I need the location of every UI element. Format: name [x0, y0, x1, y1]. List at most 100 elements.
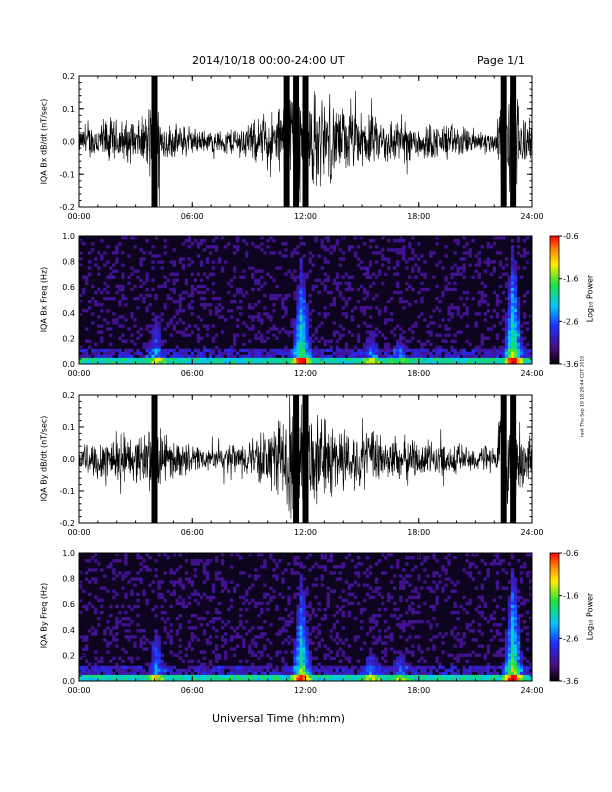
spectrogram-cell [202, 562, 207, 566]
spectrogram-cell [127, 665, 131, 670]
spectrogram-cell [79, 586, 83, 590]
spectrogram-cell [124, 623, 128, 627]
spectrogram-cell [332, 357, 336, 362]
spectrogram-cell [302, 348, 306, 353]
spectrogram-cell [338, 263, 343, 267]
spectrogram-cell [501, 586, 506, 590]
spectrogram-cell [504, 272, 509, 276]
spectrogram-cell [136, 348, 140, 353]
spectrogram-cell [205, 610, 210, 615]
spectrogram-cell [157, 641, 161, 645]
spectrogram-cell [516, 671, 521, 676]
spectrogram-cell [480, 333, 484, 337]
spectrogram-cell [178, 257, 182, 261]
spectrogram-cell [308, 324, 312, 328]
spectrogram-cell [480, 674, 484, 679]
spectrogram-cell [302, 656, 306, 660]
spectrogram-cell [181, 601, 185, 606]
spectrogram-cell [332, 677, 336, 682]
spectrogram-cell [444, 254, 448, 258]
spectrogram-cell [371, 281, 376, 286]
spectrogram-cell [453, 635, 457, 639]
spectrogram-cell [459, 641, 463, 645]
spectrogram-cell [441, 565, 445, 569]
spectrogram-cell [181, 348, 185, 353]
spectrogram-cell [154, 613, 158, 618]
spectrogram-cell [441, 568, 445, 572]
spectrogram-cell [202, 671, 207, 676]
spectrogram-cell [151, 260, 155, 264]
spectrogram-cell [299, 659, 303, 664]
spectrogram-cell [525, 553, 530, 557]
spectrogram-cell [214, 360, 219, 365]
spectrogram-cell [260, 610, 264, 615]
spectrogram-cell [417, 339, 421, 343]
spectrogram-cell [438, 260, 442, 264]
spectrogram-cell [257, 269, 261, 273]
spectrogram-cell [205, 595, 210, 600]
spectrogram-cell [516, 638, 521, 642]
spectrogram-cell [507, 296, 512, 301]
spectrogram-cell [293, 559, 297, 563]
spectrogram-cell [510, 354, 515, 359]
spectrogram-cell [486, 662, 491, 667]
spectrogram-cell [329, 251, 333, 255]
spectrogram-cell [94, 665, 98, 670]
spectrogram-cell [338, 360, 343, 365]
spectrogram-cell [471, 620, 475, 624]
spectrogram-cell [302, 254, 306, 258]
spectrogram-cell [486, 348, 491, 353]
spectrogram-cell [495, 580, 500, 584]
spectrogram-cell [359, 668, 364, 673]
spectrogram-cell [220, 330, 225, 334]
spectrogram-cell [462, 251, 466, 255]
spectrogram-cell [308, 568, 312, 572]
spectrogram-cell [311, 309, 315, 313]
spectrogram-cell [314, 351, 318, 356]
spectrogram-cell [384, 257, 388, 261]
spectrogram-cell [103, 251, 107, 255]
spectrogram-cell [417, 348, 421, 353]
spectrogram-cell [414, 263, 418, 267]
spectrogram-cell [332, 303, 336, 307]
spectrogram-cell [214, 665, 219, 670]
spectrogram-cell [145, 565, 149, 569]
spectrogram-cell [263, 306, 267, 310]
spectrogram-cell [205, 327, 210, 331]
spectrogram-cell [299, 348, 303, 353]
spectrogram-cell [145, 345, 149, 350]
spectrogram-cell [220, 236, 225, 240]
spectrogram-cell [468, 565, 472, 569]
spectrogram-cell [145, 601, 149, 606]
spectrogram-cell [266, 592, 270, 596]
spectrogram-cell [199, 278, 204, 283]
spectrogram-cell [82, 677, 86, 682]
spectrogram-cell [269, 623, 273, 627]
spectrogram-cell [453, 239, 457, 243]
spectrogram-cell [106, 589, 110, 593]
spectrogram-cell [414, 677, 418, 682]
spectrogram-cell [308, 312, 312, 316]
spectrogram-cell [453, 281, 457, 286]
spectrogram-cell [124, 318, 128, 322]
spectrogram-cell [296, 275, 300, 279]
spectrogram-cell [157, 333, 161, 337]
spectrogram-cell [302, 674, 306, 679]
spectrogram-cell [387, 248, 391, 252]
spectrogram-cell [217, 653, 222, 657]
spectrogram-cell [429, 357, 433, 362]
spectrogram-cell [91, 677, 95, 682]
spectrogram-cell [287, 269, 291, 273]
spectrogram-cell [317, 662, 321, 667]
spectrogram-cell [184, 571, 189, 575]
spectrogram-cell [435, 360, 439, 365]
spectrogram-cell [151, 245, 155, 249]
spectrogram-cell [399, 668, 403, 673]
spectrogram-cell [438, 580, 442, 584]
spectrogram-cell [510, 553, 515, 557]
spectrogram-cell [190, 583, 195, 587]
spectrogram-cell [510, 601, 515, 606]
spectrogram-cell [414, 275, 418, 279]
spectrogram-cell [299, 281, 303, 286]
spectrogram-cell [208, 245, 213, 249]
